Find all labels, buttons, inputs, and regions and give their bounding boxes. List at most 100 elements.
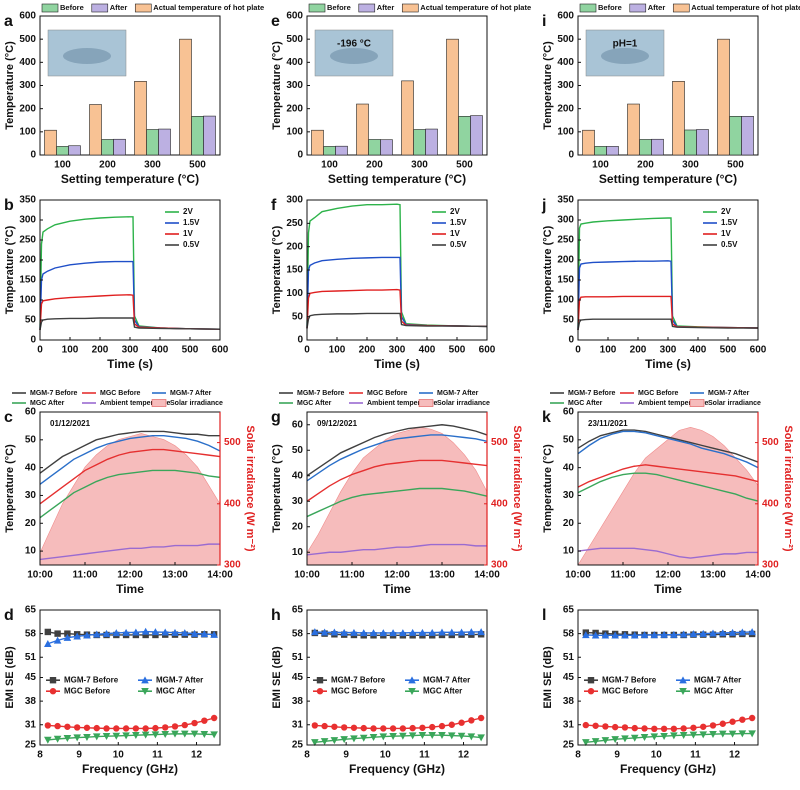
marker <box>582 631 590 639</box>
y2-tick-label: 500 <box>224 437 241 448</box>
y-tick-label: 65 <box>563 605 575 616</box>
marker <box>142 725 149 732</box>
marker <box>63 633 72 641</box>
panel-letter: k <box>542 409 551 426</box>
x-tick-label: 0 <box>37 345 43 356</box>
marker <box>640 734 649 742</box>
line <box>39 543 220 561</box>
marker <box>379 733 388 741</box>
marker <box>591 631 600 639</box>
y-tick-label: 20 <box>563 518 575 529</box>
x-tick-label: 100 <box>321 160 338 171</box>
marker <box>64 630 71 637</box>
marker <box>132 732 140 740</box>
marker <box>718 730 727 738</box>
marker <box>748 628 756 636</box>
legend-label: MGC After <box>156 686 195 695</box>
marker <box>321 722 328 730</box>
marker <box>738 628 747 636</box>
legend-label: MGM-7 After <box>156 675 203 684</box>
line <box>577 430 759 469</box>
y-tick-label: 200 <box>286 103 303 114</box>
marker <box>380 725 387 732</box>
marker <box>44 639 52 647</box>
legend-swatch <box>308 3 326 13</box>
x-tick-label: 300 <box>682 160 699 171</box>
y-axis-label: EMI SE (dB) <box>4 646 16 709</box>
marker <box>53 735 62 743</box>
legend-label: Ambient temperature <box>367 400 438 407</box>
marker <box>428 732 437 740</box>
legend-swatch <box>418 399 434 407</box>
bar <box>582 129 595 156</box>
y-tick-label: 51 <box>25 652 37 663</box>
marker <box>102 733 111 741</box>
legend-label: MGC After <box>694 686 733 695</box>
y2-tick-label: 300 <box>491 560 508 571</box>
y-tick-label: 60 <box>292 419 304 430</box>
marker <box>200 630 209 638</box>
y-tick-label: 65 <box>292 605 304 616</box>
bar <box>134 81 147 156</box>
marker <box>141 627 150 635</box>
legend-label: 1V <box>183 229 193 238</box>
marker <box>190 629 199 637</box>
x-tick-label: 600 <box>750 345 767 356</box>
y-tick-label: 300 <box>19 80 36 91</box>
x-tick-label: 200 <box>637 160 654 171</box>
x-tick-label: 13:00 <box>162 570 188 581</box>
y-axis-label: Temperature (°C) <box>271 225 283 314</box>
line <box>47 717 215 730</box>
marker <box>640 631 649 639</box>
y-tick-label: 300 <box>557 215 574 226</box>
legend-label: MGC Before <box>638 390 679 397</box>
legend-label: Solar irradiance <box>437 400 490 407</box>
y-tick-label: 300 <box>19 215 36 226</box>
marker <box>389 733 397 741</box>
marker <box>53 636 62 644</box>
legend-swatch <box>579 3 597 13</box>
bar <box>446 38 459 156</box>
y-tick-label: 0 <box>568 335 574 346</box>
marker <box>587 688 595 695</box>
bar <box>741 116 754 156</box>
y-tick-label: 25 <box>25 740 37 751</box>
marker <box>340 628 348 636</box>
legend-label: 0.5V <box>721 240 738 249</box>
x-tick-label: 9 <box>76 750 82 761</box>
legend-label: After <box>648 3 666 12</box>
area <box>577 426 759 566</box>
marker <box>611 631 619 639</box>
y-tick-label: 30 <box>25 490 37 501</box>
y-tick-label: 300 <box>286 80 303 91</box>
marker <box>142 631 149 639</box>
line <box>39 430 220 474</box>
x-tick-label: 12 <box>729 750 741 761</box>
marker <box>418 628 427 636</box>
panel-letter: a <box>4 13 13 30</box>
marker <box>151 731 160 739</box>
marker <box>210 714 218 722</box>
marker <box>92 733 101 741</box>
y-tick-label: 600 <box>19 11 36 22</box>
x-tick-label: 400 <box>419 345 436 356</box>
legend-label: MGM-7 Before <box>297 390 345 397</box>
x-tick-label: 11:00 <box>72 570 97 581</box>
bar <box>627 103 640 156</box>
marker <box>438 628 446 636</box>
marker <box>660 630 668 638</box>
x-tick-label: 12:00 <box>655 570 681 581</box>
marker <box>447 628 456 636</box>
marker <box>399 725 407 732</box>
x-tick-label: 300 <box>122 345 139 356</box>
line <box>577 217 759 331</box>
x-axis-label: Frequency (GHz) <box>620 762 716 776</box>
marker <box>748 730 756 738</box>
bar <box>606 146 619 156</box>
marker <box>359 629 368 637</box>
marker <box>93 724 100 732</box>
y-tick-label: 250 <box>557 235 574 246</box>
line <box>306 288 488 329</box>
bar <box>335 145 348 156</box>
marker <box>729 718 736 725</box>
